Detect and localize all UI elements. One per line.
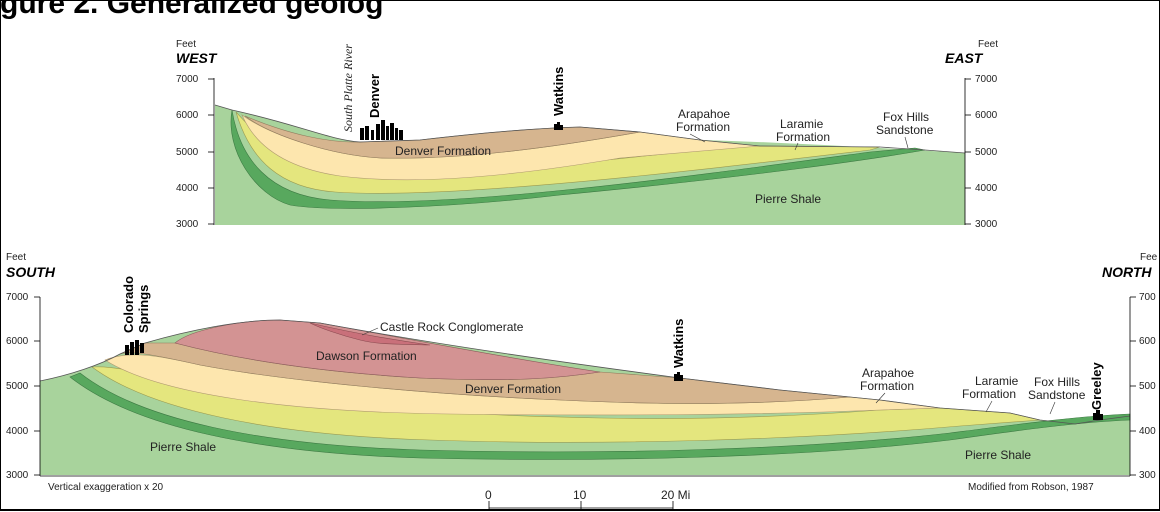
top-right-feet-label: Feet — [978, 39, 998, 50]
bottom-left-tick-3000: 3000 — [6, 470, 29, 481]
south-label: SOUTH — [6, 264, 56, 280]
watkins-city-icon-bottom — [674, 372, 683, 381]
source-note: Modified from Robson, 1987 — [968, 482, 1094, 493]
top-fox-hills-layer — [230, 109, 926, 209]
scale-label-0: 0 — [485, 488, 492, 502]
bottom-arapahoe-label-2: Formation — [860, 379, 914, 393]
bottom-left-tick-5000: 5000 — [6, 381, 29, 392]
top-arapahoe-leader — [689, 133, 706, 143]
bottom-left-tick-6000: 6000 — [6, 336, 29, 347]
bottom-left-tick-7000: 7000 — [6, 292, 29, 303]
south-platte-river-label: South Platte River — [341, 44, 355, 132]
north-label: NORTH — [1102, 264, 1152, 280]
bottom-fox-hills-leader — [1049, 401, 1056, 415]
west-label: WEST — [176, 50, 218, 66]
bottom-arapahoe-label-1: Arapahoe — [862, 366, 914, 380]
top-pierre-shale-label: Pierre Shale — [755, 192, 821, 206]
bottom-right-tick-3000: 300 — [1139, 470, 1156, 481]
bottom-right-tick-4000: 400 — [1139, 426, 1156, 437]
scale-label-20-mi: 20 Mi — [661, 488, 690, 502]
bottom-ground-surface — [39, 319, 1131, 425]
bottom-left-feet-label: Feet — [6, 252, 26, 263]
denver-city-label: Denver — [367, 74, 382, 118]
bottom-left-tick-4000: 4000 — [6, 426, 29, 437]
top-left-feet-label: Feet — [176, 39, 196, 50]
greeley-city-label: Greeley — [1089, 362, 1104, 410]
watkins-city-label-top: Watkins — [551, 67, 566, 116]
top-laramie-leader — [794, 142, 799, 151]
greeley-city-icon — [1093, 410, 1103, 420]
bottom-right-tick-6000: 600 — [1139, 336, 1156, 347]
bottom-arapahoe-leader — [875, 392, 886, 404]
castle-rock-label: Castle Rock Conglomerate — [380, 320, 524, 334]
dawson-formation-label: Dawson Formation — [316, 349, 417, 363]
bottom-castle-rock-layer — [309, 322, 431, 346]
bottom-laramie-label-1: Laramie — [975, 374, 1019, 388]
top-arapahoe-label-1: Arapahoe — [678, 107, 730, 121]
bottom-fox-hills-label-1: Fox Hills — [1034, 375, 1080, 389]
bottom-pierre-shale-label-left: Pierre Shale — [150, 440, 216, 454]
denver-city-icon — [360, 120, 403, 140]
top-right-tick-6000: 6000 — [975, 110, 998, 121]
scale-bar — [488, 501, 674, 510]
watkins-city-label-bottom: Watkins — [671, 319, 686, 368]
scale-label-10: 10 — [573, 488, 587, 502]
bottom-laramie-label-2: Formation — [962, 387, 1016, 401]
top-right-tick-5000: 5000 — [975, 147, 998, 158]
top-right-tick-4000: 4000 — [975, 183, 998, 194]
top-left-tick-3000: 3000 — [176, 219, 199, 230]
top-arapahoe-label-2: Formation — [676, 120, 730, 134]
top-left-tick-6000: 6000 — [176, 110, 199, 121]
watkins-city-icon-top — [554, 122, 563, 130]
top-denver-formation-label: Denver Formation — [395, 144, 491, 158]
bottom-right-feet-label: Fee — [1140, 252, 1158, 263]
springs-city-label: Springs — [136, 285, 151, 333]
top-left-tick-4000: 4000 — [176, 183, 199, 194]
top-laramie-label-1: Laramie — [780, 117, 824, 131]
top-fox-hills-label-1: Fox Hills — [883, 110, 929, 124]
bottom-fox-hills-label-2: Sandstone — [1028, 388, 1086, 402]
top-fox-hills-leader — [904, 136, 909, 149]
castle-rock-leader — [361, 327, 379, 336]
top-denver-formation-layer — [244, 115, 641, 159]
bottom-laramie-leader — [985, 400, 993, 413]
colorado-springs-city-icon — [125, 340, 144, 355]
top-left-tick-5000: 5000 — [176, 147, 199, 158]
figure-title: gure 2. Generalized geolog — [0, 0, 384, 20]
colorado-city-label: Colorado — [121, 276, 136, 333]
bottom-denver-formation-label: Denver Formation — [465, 382, 561, 396]
east-label: EAST — [945, 50, 984, 66]
top-fox-hills-label-2: Sandstone — [876, 123, 934, 137]
top-right-tick-3000: 3000 — [975, 219, 998, 230]
vertical-exaggeration-note: Vertical exaggeration x 20 — [48, 482, 164, 493]
top-right-tick-7000: 7000 — [975, 74, 998, 85]
top-laramie-label-2: Formation — [776, 130, 830, 144]
top-left-tick-7000: 7000 — [176, 74, 199, 85]
bottom-cross-section: 7000 6000 5000 4000 3000 700 600 500 400… — [6, 252, 1158, 510]
top-ground-surface — [214, 104, 966, 154]
bottom-pierre-shale-label-right: Pierre Shale — [965, 448, 1031, 462]
bottom-right-tick-5000: 500 — [1139, 381, 1156, 392]
bottom-right-tick-7000: 700 — [1139, 292, 1156, 303]
